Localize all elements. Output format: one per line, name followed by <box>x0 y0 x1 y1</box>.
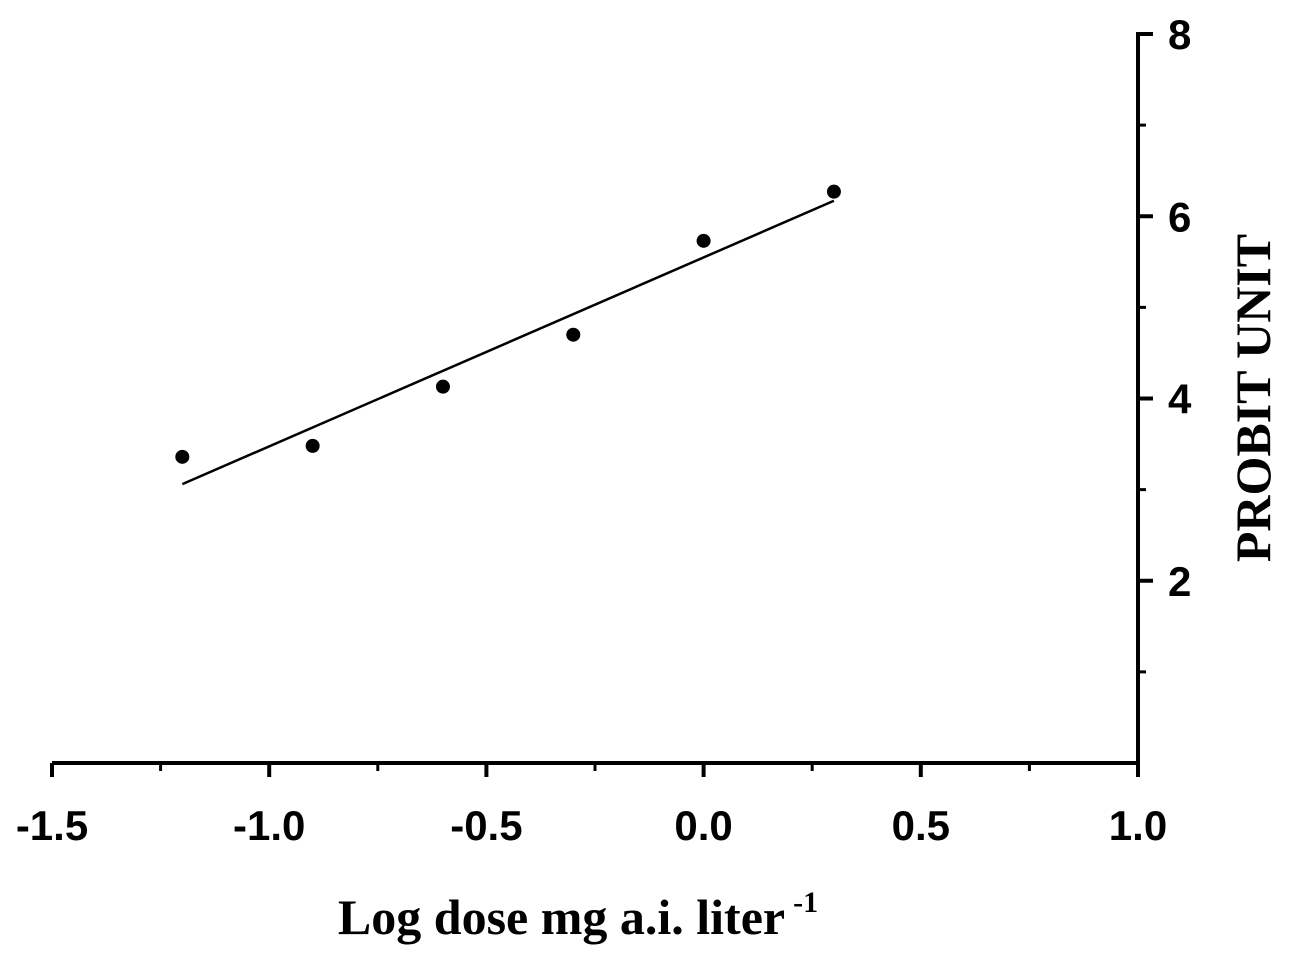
x-axis-title-superscript: -1 <box>793 886 818 919</box>
y-tick-label: 8 <box>1168 11 1191 58</box>
y-axis-ticks: 2 4 6 8 <box>1138 11 1192 674</box>
x-tick-label: 0.0 <box>674 802 732 849</box>
fit-line-group <box>181 199 835 486</box>
data-point <box>566 327 581 342</box>
x-tick-label: 0.5 <box>892 802 950 849</box>
x-axis-ticks: -1.5 -1.0 -0.5 0.0 0.5 1.0 <box>16 763 1167 849</box>
data-points <box>175 184 841 464</box>
x-tick-label: 1.0 <box>1109 802 1167 849</box>
data-point <box>696 233 711 248</box>
y-tick-label: 2 <box>1168 558 1191 605</box>
data-point <box>826 184 841 199</box>
y-tick-label: 4 <box>1168 376 1192 423</box>
axes <box>52 32 1140 765</box>
x-axis-title: Log dose mg a.i. liter -1 <box>338 886 818 945</box>
x-tick-label: -1.5 <box>16 802 88 849</box>
data-point <box>305 438 320 453</box>
x-tick-label: -0.5 <box>450 802 522 849</box>
data-point <box>175 449 190 464</box>
y-axis-title: PROBIT UNIT <box>1225 234 1281 562</box>
data-point <box>435 379 450 394</box>
fit-line <box>181 199 835 486</box>
y-tick-label: 6 <box>1168 193 1191 240</box>
x-tick-label: -1.0 <box>233 802 305 849</box>
